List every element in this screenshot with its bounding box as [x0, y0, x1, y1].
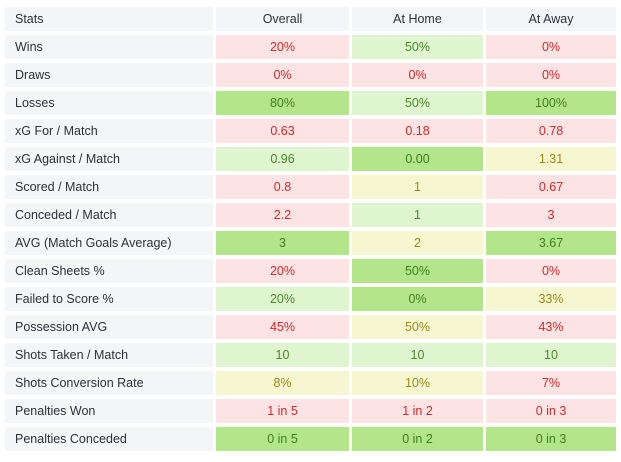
home-value: 10%	[352, 371, 483, 395]
overall-value: 0.8	[216, 175, 349, 199]
overall-value: 20%	[216, 259, 349, 283]
away-value: 43%	[486, 315, 616, 339]
row-label: Failed to Score %	[5, 287, 213, 311]
row-label: xG For / Match	[5, 119, 213, 143]
row-label: Clean Sheets %	[5, 259, 213, 283]
overall-value: 10	[216, 343, 349, 367]
row-label: Penalties Won	[5, 399, 213, 423]
table-row: Losses 80% 50% 100%	[5, 89, 616, 117]
header-overall[interactable]: Overall	[216, 7, 349, 31]
overall-value: 20%	[216, 35, 349, 59]
away-value: 10	[486, 343, 616, 367]
overall-value: 8%	[216, 371, 349, 395]
row-label: Draws	[5, 63, 213, 87]
row-label: Penalties Conceded	[5, 427, 213, 451]
row-label: xG Against / Match	[5, 147, 213, 171]
overall-value: 3	[216, 231, 349, 255]
away-value: 0%	[486, 63, 616, 87]
row-label: Wins	[5, 35, 213, 59]
overall-value: 2.2	[216, 203, 349, 227]
table-row: Shots Conversion Rate 8% 10% 7%	[5, 369, 616, 397]
home-value: 0%	[352, 63, 483, 87]
away-value: 1.31	[486, 147, 616, 171]
table-header: Stats Overall At Home At Away	[5, 5, 616, 33]
away-value: 0 in 3	[486, 427, 616, 451]
row-label: Shots Taken / Match	[5, 343, 213, 367]
table-row: Failed to Score % 20% 0% 33%	[5, 285, 616, 313]
table-row: Scored / Match 0.8 1 0.67	[5, 173, 616, 201]
away-value: 100%	[486, 91, 616, 115]
header-stats: Stats	[5, 7, 213, 31]
overall-value: 0.63	[216, 119, 349, 143]
home-value: 50%	[352, 35, 483, 59]
table-row: Penalties Won 1 in 5 1 in 2 0 in 3	[5, 397, 616, 425]
away-value: 33%	[486, 287, 616, 311]
home-value: 1	[352, 203, 483, 227]
table-row: Wins 20% 50% 0%	[5, 33, 616, 61]
row-label: Losses	[5, 91, 213, 115]
away-value: 0.67	[486, 175, 616, 199]
home-value: 0 in 2	[352, 427, 483, 451]
stats-table: Stats Overall At Home At Away Wins 20% 5…	[5, 5, 616, 453]
home-value: 10	[352, 343, 483, 367]
table-row: Clean Sheets % 20% 50% 0%	[5, 257, 616, 285]
home-value: 50%	[352, 315, 483, 339]
row-label: Scored / Match	[5, 175, 213, 199]
table-row: Penalties Conceded 0 in 5 0 in 2 0 in 3	[5, 425, 616, 453]
home-value: 1	[352, 175, 483, 199]
home-value: 0.18	[352, 119, 483, 143]
away-value: 3	[486, 203, 616, 227]
header-at-away[interactable]: At Away	[486, 7, 616, 31]
row-label: Conceded / Match	[5, 203, 213, 227]
table-row: xG For / Match 0.63 0.18 0.78	[5, 117, 616, 145]
home-value: 50%	[352, 259, 483, 283]
row-label: AVG (Match Goals Average)	[5, 231, 213, 255]
away-value: 7%	[486, 371, 616, 395]
away-value: 3.67	[486, 231, 616, 255]
table-row: AVG (Match Goals Average) 3 2 3.67	[5, 229, 616, 257]
overall-value: 20%	[216, 287, 349, 311]
overall-value: 80%	[216, 91, 349, 115]
overall-value: 0.96	[216, 147, 349, 171]
overall-value: 0 in 5	[216, 427, 349, 451]
table-row: xG Against / Match 0.96 0.00 1.31	[5, 145, 616, 173]
home-value: 1 in 2	[352, 399, 483, 423]
home-value: 50%	[352, 91, 483, 115]
header-at-home[interactable]: At Home	[352, 7, 483, 31]
row-label: Possession AVG	[5, 315, 213, 339]
overall-value: 1 in 5	[216, 399, 349, 423]
overall-value: 0%	[216, 63, 349, 87]
home-value: 2	[352, 231, 483, 255]
table-row: Possession AVG 45% 50% 43%	[5, 313, 616, 341]
away-value: 0%	[486, 35, 616, 59]
home-value: 0%	[352, 287, 483, 311]
away-value: 0 in 3	[486, 399, 616, 423]
home-value: 0.00	[352, 147, 483, 171]
row-label: Shots Conversion Rate	[5, 371, 213, 395]
table-row: Shots Taken / Match 10 10 10	[5, 341, 616, 369]
overall-value: 45%	[216, 315, 349, 339]
table-row: Draws 0% 0% 0%	[5, 61, 616, 89]
away-value: 0.78	[486, 119, 616, 143]
table-row: Conceded / Match 2.2 1 3	[5, 201, 616, 229]
away-value: 0%	[486, 259, 616, 283]
